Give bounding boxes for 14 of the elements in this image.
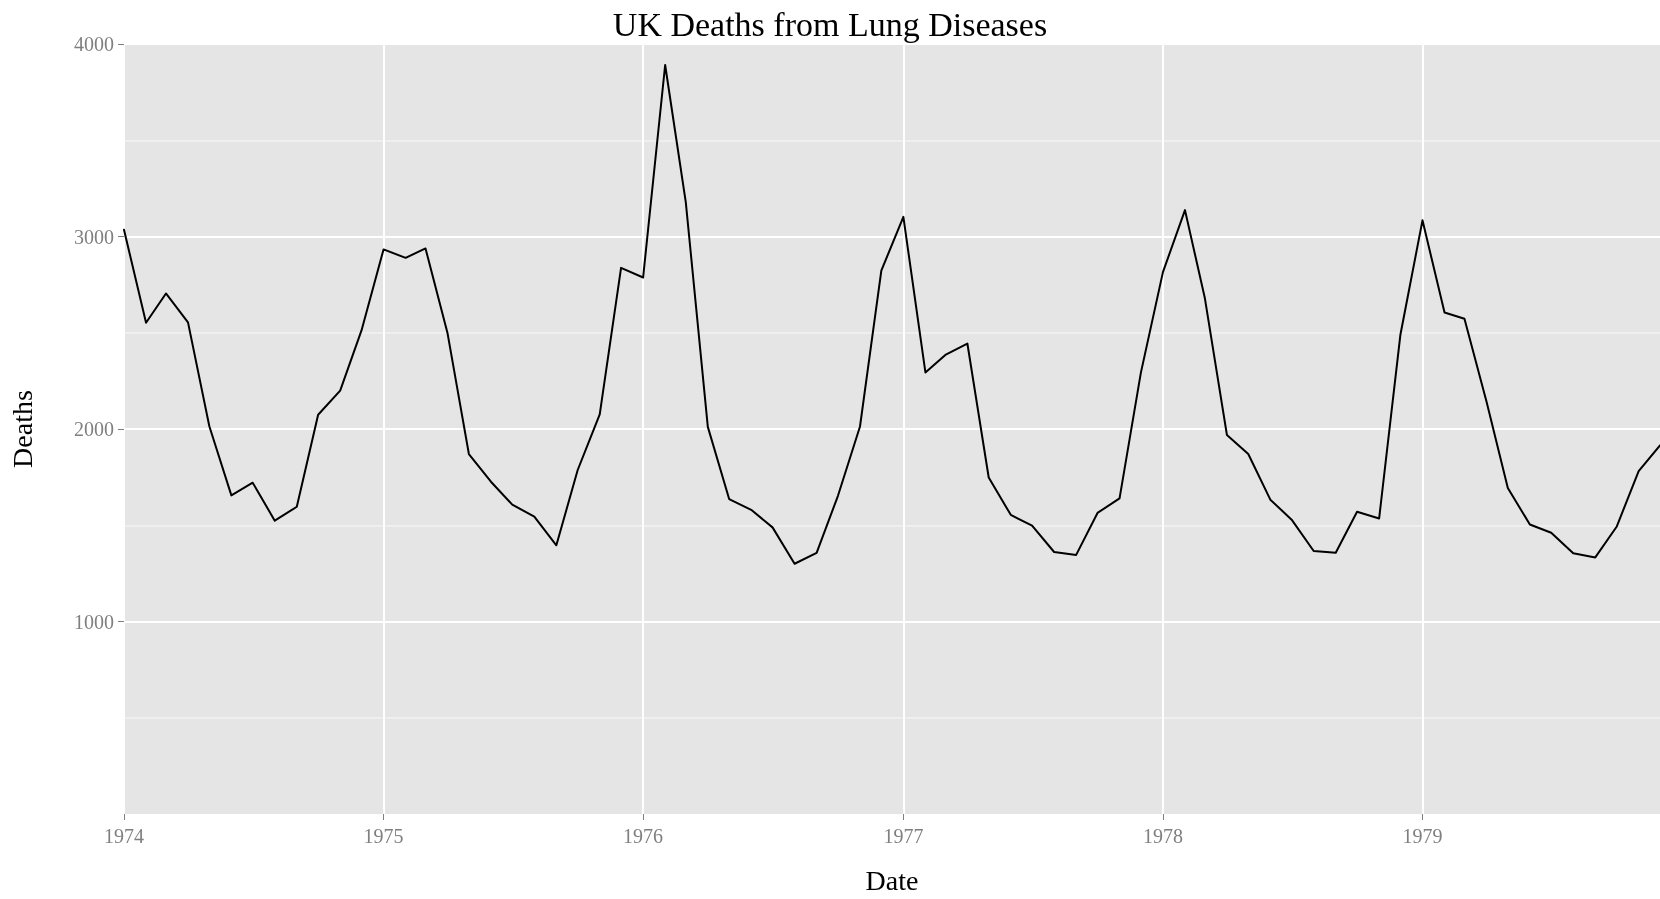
y-axis-title: Deaths (6, 390, 38, 468)
x-tick-label: 1975 (363, 825, 404, 847)
line-series (123, 63, 1660, 565)
y-tick-label: 2000 (74, 418, 114, 440)
x-tick-label: 1979 (1402, 825, 1443, 847)
x-tick-label: 1974 (104, 825, 144, 847)
x-tick-label: 1977 (883, 825, 924, 847)
y-tick-label: 1000 (74, 610, 114, 633)
x-axis-title: Date (865, 864, 919, 896)
y-tick-label: 4000 (74, 33, 114, 55)
chart-title: UK Deaths from Lung Diseases (612, 5, 1048, 43)
x-tick-label: 1978 (1142, 825, 1183, 847)
x-tick-label: 1976 (623, 825, 664, 847)
y-tick-label: 3000 (74, 225, 114, 248)
